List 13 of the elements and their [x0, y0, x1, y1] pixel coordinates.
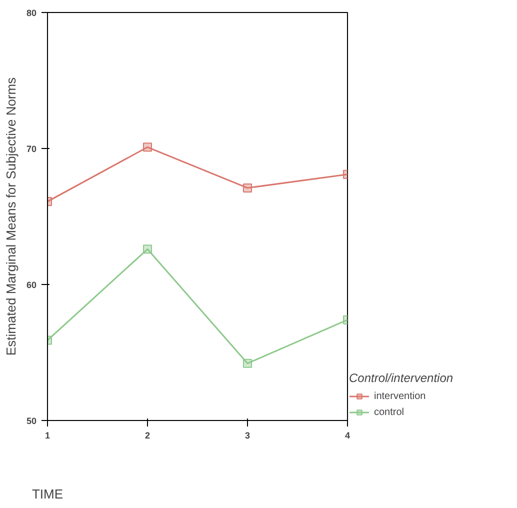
- y-tick-label: 70: [26, 144, 37, 154]
- x-tick-label: 1: [44, 430, 50, 440]
- x-tick-label: 3: [244, 430, 250, 440]
- legend-label: control: [374, 406, 404, 418]
- x-tick-label: 4: [344, 430, 350, 440]
- legend-label: intervention: [374, 390, 426, 402]
- y-axis-title: Estimated Marginal Means for Subjective Norms: [3, 76, 18, 356]
- x-tick-label: 2: [144, 430, 150, 440]
- y-tick-label: 50: [26, 416, 37, 426]
- x-axis-title: TIME: [32, 486, 64, 502]
- y-tick-label: 80: [26, 8, 37, 18]
- legend-title: Control/intervention: [349, 371, 454, 385]
- y-tick-label: 60: [26, 280, 37, 290]
